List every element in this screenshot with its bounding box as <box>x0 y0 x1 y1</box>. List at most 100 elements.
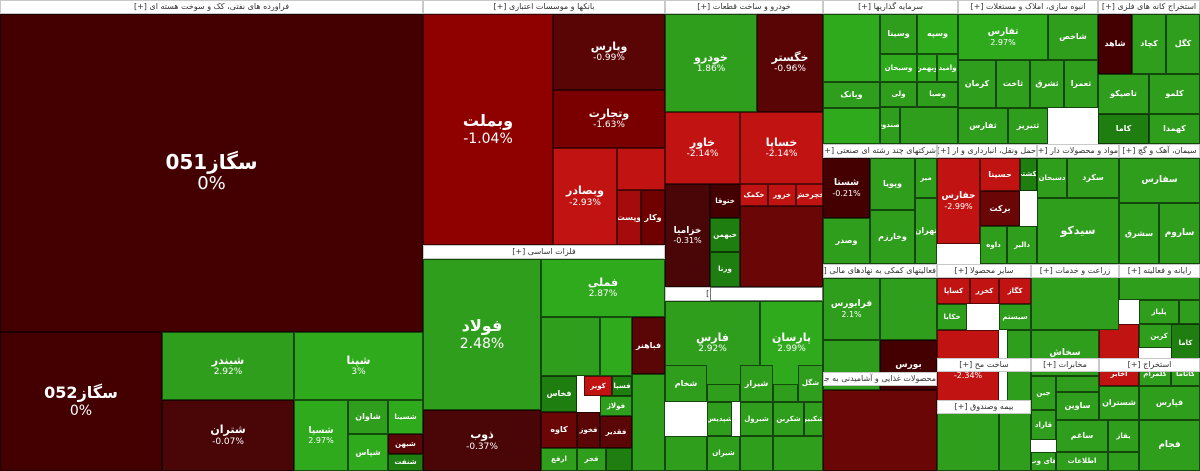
stock-tile-kerman[interactable]: کرمان <box>958 60 996 108</box>
stock-tile-shgol[interactable]: شگل <box>798 365 823 402</box>
stock-tile-tsikoo[interactable]: تاصیکو <box>1098 74 1149 114</box>
stock-tile-ebrahim[interactable]: جبن <box>1031 376 1056 410</box>
sector-header-invest[interactable]: سرمایه گذاریها [+] <box>823 0 958 14</box>
stock-tile-zob[interactable]: ذوب -0.37% <box>423 410 541 471</box>
stock-tile-fghadir[interactable]: فقدیر <box>600 416 632 448</box>
stock-tile-khodro[interactable]: خودرو 1.86% <box>665 14 757 112</box>
stock-tile-khzamia[interactable]: خزامیا -0.31% <box>665 184 710 287</box>
stock-tile-tomran[interactable]: ثعمرا <box>1064 60 1098 108</box>
stock-tile-femli[interactable]: فملی 2.87% <box>541 259 665 317</box>
subsector-header[interactable]: رایانه و فعالیته [+] <box>1119 264 1200 278</box>
subsector-header[interactable]: زراعت و خدمات [+] <box>1031 264 1119 278</box>
stock-tile-khbahman[interactable]: خبهمن <box>710 218 740 252</box>
stock-tile-ttabriz[interactable]: ثتبریز <box>1008 108 1048 144</box>
stock-tile-vbsaderat[interactable]: وبصادر -2.93% <box>553 148 617 245</box>
stock-tile-shesfa[interactable]: شسپا 2.97% <box>294 400 348 471</box>
stock-tile-hewyb[interactable]: های وب <box>1031 452 1056 471</box>
sector-header-transport[interactable]: حمل ونقل، انبارداری و ار [+] <box>937 144 1037 158</box>
stock-tile-shiraz[interactable]: شیراز <box>740 365 773 402</box>
stock-tile-kama[interactable]: کاما <box>1098 114 1149 144</box>
stock-tile-shapaс[interactable]: شپاس <box>348 434 388 471</box>
stock-tile-vtejarat[interactable]: وتجارت -1.63% <box>553 90 665 148</box>
stock-tile-kehmad[interactable]: کهمدا <box>1149 114 1200 144</box>
stock-tile-kobook[interactable]: کویر <box>584 376 612 396</box>
stock-tile-chadmelo[interactable]: کچاد <box>1132 14 1166 74</box>
stock-tile-ppayaz[interactable]: پلیاز <box>1139 300 1179 324</box>
stock-tile-farabors[interactable]: فرابورس 2.1% <box>823 278 880 340</box>
sector-header-realestate[interactable]: انبوه سازی، املاک و مستغلات [+] <box>958 0 1098 14</box>
stock-tile-khkaba[interactable]: خکابا <box>937 304 967 330</box>
stock-tile-vsina[interactable]: وسینا <box>880 14 917 54</box>
stock-tile-smeydan[interactable]: سیدکو <box>1037 198 1119 264</box>
stock-tile-tshargh[interactable]: ثشرق <box>1030 60 1064 108</box>
stock-tile-vebank[interactable]: وبانک <box>823 82 880 108</box>
stock-tile-sarv[interactable]: ساروم <box>1159 203 1200 264</box>
stock-tile-fkhuz[interactable]: فخوز <box>577 412 600 448</box>
stock-tile-shirin[interactable]: شیران <box>707 436 740 471</box>
stock-tile-kaab[interactable]: کاما <box>1171 324 1200 362</box>
subsector-header[interactable]: مخابرات [+] <box>1031 358 1099 372</box>
stock-tile-shsadab[interactable]: شستران <box>1099 386 1139 420</box>
stock-tile-kpars[interactable]: فپارس <box>1139 386 1200 420</box>
stock-tile-shazand[interactable]: شاهد <box>1098 14 1132 74</box>
stock-tile-shtran[interactable]: شتران -0.07% <box>162 400 294 471</box>
sector-header-ceramic[interactable]: سیمان، آهک و گچ [+] <box>1119 144 1200 158</box>
stock-tile-seghaz052[interactable]: سگاز052 0% <box>0 332 162 471</box>
stock-tile-vkhar[interactable]: وکار <box>641 190 665 245</box>
stock-tile-khavar[interactable]: خاور -2.14% <box>665 112 740 184</box>
stock-tile-vsbhan[interactable]: وسبحان <box>880 54 917 82</box>
stock-tile-smashregh[interactable]: سشرق <box>1119 203 1159 264</box>
stock-tile-shsina[interactable]: شسینا <box>388 400 423 434</box>
stock-tile-shnaft[interactable]: شنفت <box>388 454 423 471</box>
stock-tile-htfars[interactable]: حفارس -2.99% <box>937 158 980 244</box>
subsector-header[interactable]: محصولات غذایی و آشامیدنی به جز [+] <box>823 372 937 386</box>
sector-header-minerals[interactable]: استخراج کانه های فلزی [+] <box>1098 0 1200 14</box>
stock-tile-fakhas[interactable]: فخاس <box>541 376 577 412</box>
sector-header-basicmetals[interactable]: فلزات اساسی [+] <box>423 245 665 259</box>
stock-tile-akhaber[interactable]: اطلاعات <box>1056 452 1108 471</box>
sector-header-auto[interactable]: خودرو و ساخت قطعات [+] <box>665 0 823 14</box>
stock-tile-shkarbon[interactable]: شکربن <box>773 402 804 436</box>
stock-tile-vbahman[interactable]: وبهمن <box>917 54 937 82</box>
stock-tile-vsepah[interactable]: وسپه <box>917 14 958 54</box>
stock-tile-shasta[interactable]: شستا -0.21% <box>823 158 870 218</box>
stock-tile-vali[interactable]: ولی <box>880 82 917 107</box>
stock-tile-dsbhan[interactable]: دسبحان <box>1037 158 1067 198</box>
sector-header-banks[interactable]: بانکها و موسسات اعتباری [+] <box>423 0 665 14</box>
subsector-header[interactable]: فعالیتهای کمکی به نهادهای مالی [+] <box>823 264 937 278</box>
stock-tile-kkheda[interactable]: کساپا <box>937 278 970 304</box>
stock-tile-vsad[interactable]: وصدر <box>823 218 870 264</box>
stock-tile-folad[interactable]: فولاد 2.48% <box>423 259 541 410</box>
stock-tile-gtehran[interactable]: تهران <box>915 198 937 264</box>
stock-tile-vamid[interactable]: وامید <box>937 54 958 82</box>
stock-tile-shbehan[interactable]: شبهن <box>388 434 423 454</box>
stock-tile-ssepahan[interactable]: ساغم <box>1056 420 1108 452</box>
stock-tile-taned[interactable]: ثاخت <box>996 60 1030 108</box>
stock-tile-khcheg[interactable]: خچرخش <box>796 184 823 206</box>
stock-tile-dalbor[interactable]: دالبر <box>1007 226 1037 264</box>
stock-tile-hbrkat[interactable]: برکت <box>980 191 1020 226</box>
stock-tile-mir[interactable]: میر <box>915 158 937 198</box>
stock-tile-sfars[interactable]: سفارس <box>1119 158 1200 203</box>
stock-tile-tfars[interactable]: تفارس 2.97% <box>958 14 1048 60</box>
stock-tile-tfrs[interactable]: ثفارس <box>958 108 1008 144</box>
stock-tile-mamrag[interactable]: فجام <box>1139 420 1200 471</box>
stock-tile-dave[interactable]: داوه <box>980 226 1007 264</box>
stock-tile-fesepa[interactable]: فسپا <box>612 376 632 396</box>
stock-tile-kharak[interactable]: خکمک <box>740 184 768 206</box>
stock-tile-khtoogh[interactable]: ختوقا <box>710 184 740 218</box>
stock-tile-vbpars[interactable]: وپارس -0.99% <box>553 14 665 90</box>
stock-tile-sharkhe[interactable]: شاخص <box>1048 14 1098 60</box>
stock-tile-khzor[interactable]: خزور <box>768 184 796 206</box>
subsector-header[interactable]: ساخت مح [+] <box>937 358 1031 372</box>
stock-tile-shbrool[interactable]: شبرول <box>740 402 773 436</box>
stock-tile-sbavin[interactable]: ساوین <box>1056 392 1099 420</box>
sector-header-fuel[interactable]: فراورده های نفتی، کک و سوخت هسته ای [+] <box>0 0 423 14</box>
stock-tile-skord[interactable]: سکرد <box>1067 158 1119 198</box>
stock-tile-khrenar[interactable]: ورنا <box>710 252 740 287</box>
stock-tile-shkbir[interactable]: شکبیر <box>804 402 823 436</box>
stock-tile-vsandogh[interactable]: وصندوق <box>880 107 900 144</box>
subsector-header[interactable]: استخراج [+] <box>1099 358 1200 372</box>
stock-tile-sbsysteam[interactable]: سیستم <box>999 304 1031 330</box>
stock-tile-hkashti[interactable]: حکشتی <box>1020 158 1037 191</box>
